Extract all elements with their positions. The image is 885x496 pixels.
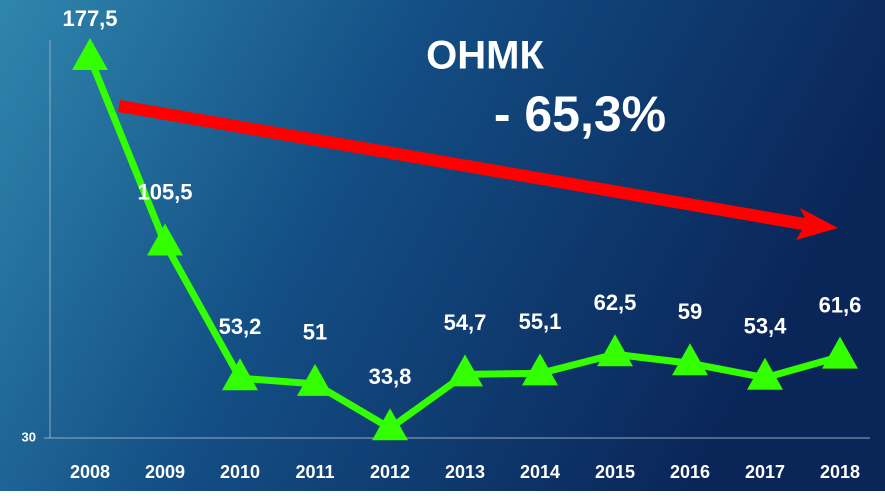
marker (297, 363, 333, 396)
trend-arrow (118, 100, 838, 240)
marker (672, 343, 708, 376)
marker (447, 354, 483, 387)
marker (822, 336, 858, 369)
data-label: 61,6 (819, 292, 862, 317)
x-tick-label: 2008 (70, 462, 110, 482)
data-label: 53,2 (219, 314, 262, 339)
marker (522, 353, 558, 386)
x-tick-label: 2010 (220, 462, 260, 482)
x-tick-label: 2013 (445, 462, 485, 482)
marker (147, 223, 183, 256)
x-tick-label: 2014 (520, 462, 560, 482)
data-label: 51 (303, 320, 327, 345)
x-tick-label: 2018 (820, 462, 860, 482)
x-tick-label: 2015 (595, 462, 635, 482)
data-label: 105,5 (137, 179, 192, 204)
x-tick-label: 2017 (745, 462, 785, 482)
marker (222, 358, 258, 391)
data-label: 54,7 (444, 310, 487, 335)
data-label: 59 (678, 299, 702, 324)
marker (747, 357, 783, 390)
annotation: - 65,3% (494, 86, 666, 142)
data-label: 55,1 (519, 309, 562, 334)
data-label: 53,4 (744, 314, 788, 339)
x-tick-label: 2009 (145, 462, 185, 482)
marker (372, 408, 408, 441)
x-tick-label: 2012 (370, 462, 410, 482)
data-label: 33,8 (369, 364, 412, 389)
x-tick-label: 2011 (295, 462, 334, 482)
marker (72, 37, 108, 70)
chart-title: ОНМК (426, 34, 544, 78)
data-label: 177,5 (62, 6, 117, 31)
x-tick-label: 2016 (670, 462, 710, 482)
y-tick-label: 30 (22, 429, 36, 444)
data-label: 62,5 (594, 290, 637, 315)
marker (597, 334, 633, 367)
